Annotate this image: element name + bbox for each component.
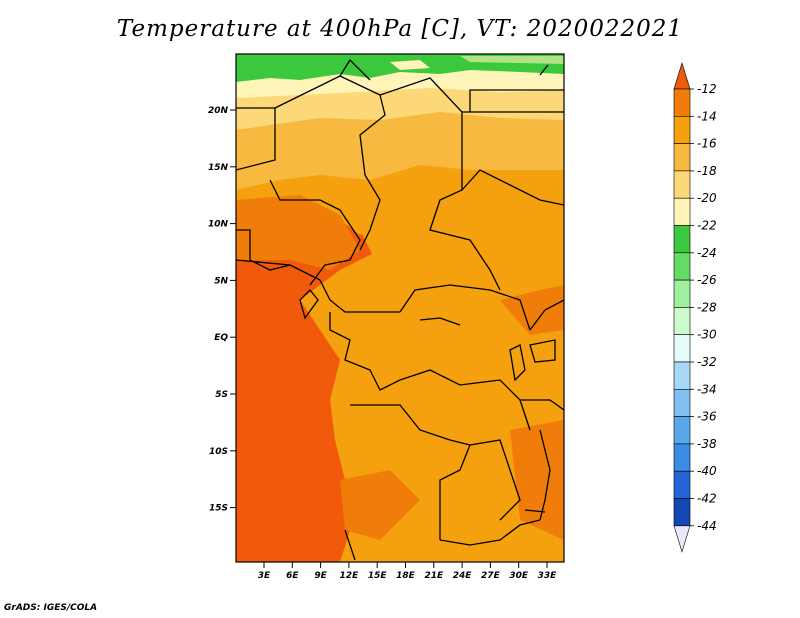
colorbar-label: -38: [697, 437, 717, 451]
country-borders: [236, 58, 564, 561]
colorbar-label: -44: [697, 519, 717, 533]
triangle-down-icon: [673, 525, 691, 553]
lat-tick-label: EQ: [214, 333, 228, 343]
lon-tick-label: 33E: [538, 571, 558, 581]
colorbar-swatch: [673, 143, 691, 172]
colorbar-label: -34: [697, 382, 717, 396]
lon-tick-label: 15E: [368, 571, 388, 581]
lon-tick-label: 30E: [509, 571, 529, 581]
colorbar-swatch: [673, 361, 691, 390]
triangle-up-icon: [673, 61, 691, 90]
colorbar-label: -28: [697, 300, 717, 314]
colorbar-label: -18: [697, 164, 717, 178]
colorbar-swatch: [673, 88, 691, 117]
colorbar-label: -40: [697, 464, 717, 478]
latitude-ticks: 20N 15N 10N 5N EQ 5S 10S 15S: [208, 106, 236, 514]
lat-tick-label: 15N: [208, 163, 229, 173]
colorbar-swatch: [673, 498, 691, 527]
lat-tick-label: 20N: [208, 106, 229, 116]
colorbar-label: -24: [697, 246, 717, 260]
colorbar-swatch: [673, 279, 691, 308]
colorbar-label: -30: [697, 328, 717, 342]
colorbar-swatch: [673, 170, 691, 199]
longitude-ticks: 3E 6E 9E 12E 15E 18E 21E 24E 27E 30E 33E: [258, 562, 557, 581]
colorbar-swatch: [673, 252, 691, 281]
colorbar-label: -26: [697, 273, 717, 287]
map-title: Temperature at 400hPa [C], VT: 202002202…: [116, 16, 684, 42]
temperature-field: [236, 54, 564, 562]
colorbar-label: -12: [697, 82, 717, 96]
lat-tick-label: 5S: [215, 390, 228, 400]
colorbar-swatch: [673, 470, 691, 499]
colorbar-swatch: [673, 307, 691, 335]
colorbar-swatch: [673, 116, 691, 144]
grads-credit: GrADS: IGES/COLA: [4, 603, 98, 613]
colorbar-label: -36: [697, 410, 717, 424]
colorbar-swatch: [673, 225, 691, 254]
colorbar-label: -20: [697, 191, 717, 205]
lat-tick-label: 10S: [209, 447, 228, 457]
colorbar-label: -16: [697, 137, 717, 151]
colorbar-swatch: [673, 197, 691, 226]
colorbar-label: -32: [697, 355, 717, 369]
colorbar-swatch: [673, 416, 691, 445]
lon-tick-label: 18E: [396, 571, 416, 581]
lon-tick-label: 27E: [481, 571, 501, 581]
colorbar-label: -42: [697, 492, 717, 506]
colorbar-label: -14: [697, 109, 717, 123]
colorbar-label: -22: [697, 219, 717, 233]
lon-tick-label: 21E: [424, 571, 444, 581]
lon-tick-label: 12E: [340, 571, 360, 581]
colorbar-swatch: [673, 388, 691, 417]
lon-tick-label: 24E: [453, 571, 473, 581]
lon-tick-label: 9E: [314, 571, 327, 581]
colorbar-swatch: [673, 334, 691, 363]
lat-tick-label: 15S: [209, 504, 228, 514]
lat-tick-label: 5N: [214, 276, 228, 286]
lon-tick-label: 6E: [286, 571, 299, 581]
lat-tick-label: 10N: [208, 220, 229, 230]
lon-tick-label: 3E: [258, 571, 271, 581]
colorbar-swatch: [673, 443, 691, 472]
